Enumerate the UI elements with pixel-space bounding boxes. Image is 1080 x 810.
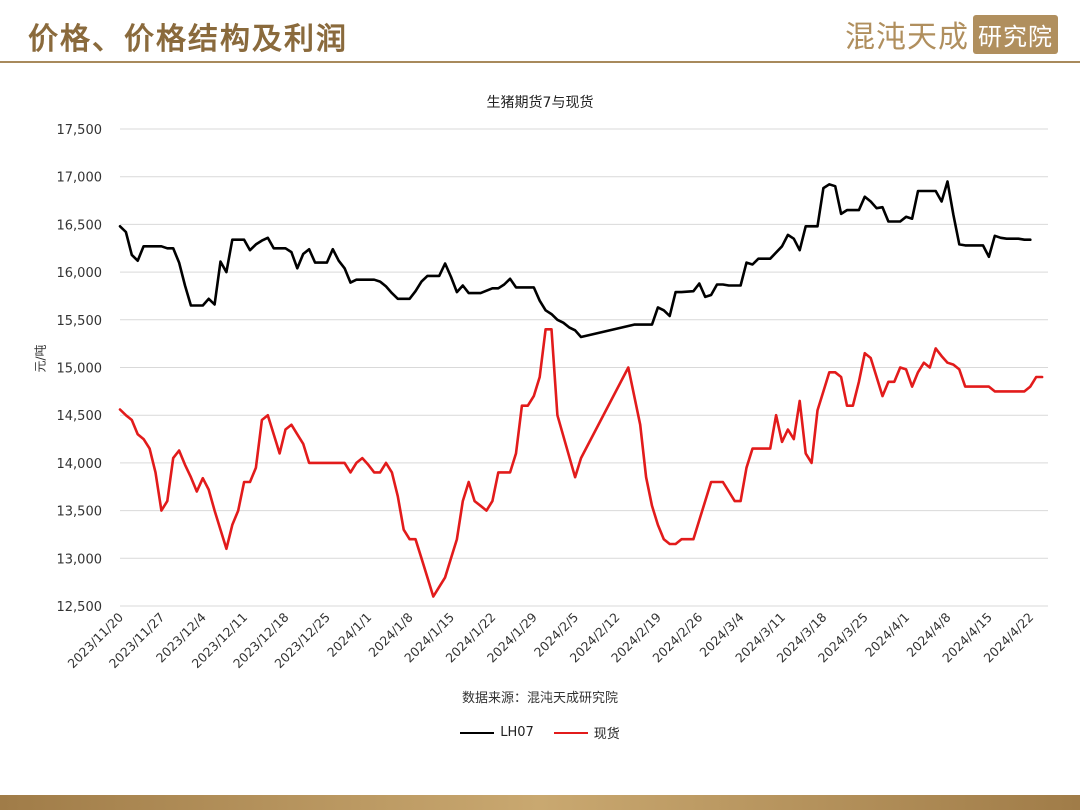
legend-item-lh07: LH07: [460, 723, 534, 742]
y-tick-label: 17,500: [57, 123, 103, 138]
series-line-lh07: [118, 180, 1032, 339]
y-tick-label: 17,000: [57, 171, 103, 186]
y-tick-label: 12,500: [57, 600, 103, 615]
y-tick-label: 14,000: [57, 457, 103, 472]
logo-seal: 研究院: [973, 14, 1058, 54]
y-tick-label: 13,000: [57, 552, 103, 567]
y-tick-label: 16,500: [57, 218, 103, 233]
y-tick-label: 16,000: [57, 266, 103, 281]
footer-bar: [0, 795, 1080, 810]
line-chart: 12,500 13,000 13,500 14,000 14,500 15,000 15,5…: [57, 123, 1048, 671]
x-tick-label: 2024/1/1: [324, 610, 374, 660]
y-tick-label: 15,000: [57, 362, 103, 377]
y-tick-label: 13,500: [57, 505, 103, 520]
header-divider: [0, 61, 1080, 63]
page-header: 价格、价格结构及利润 混沌天成 研究院: [0, 0, 1080, 64]
y-tick-label: 14,500: [57, 409, 103, 424]
brand-logo: 混沌天成 研究院: [845, 14, 1058, 55]
legend-item-spot: 现货: [553, 723, 620, 742]
legend-swatch-lh07: [460, 731, 495, 734]
legend-label-lh07: LH07: [500, 725, 534, 740]
page-title: 价格、价格结构及利润: [28, 22, 348, 57]
y-tick-label: 15,500: [57, 314, 103, 329]
logo-text: 混沌天成: [845, 20, 969, 55]
x-tick-label: 2024/4/1: [862, 610, 912, 660]
legend-swatch-spot: [553, 731, 588, 734]
chart-title: 生猪期货7与现货: [486, 95, 594, 111]
series-line-spot: [118, 327, 1044, 598]
chart-legend: LH07 现货: [0, 723, 1080, 742]
legend-label-spot: 现货: [593, 727, 620, 742]
data-source-note: 数据来源：混沌天成研究院: [461, 691, 618, 706]
